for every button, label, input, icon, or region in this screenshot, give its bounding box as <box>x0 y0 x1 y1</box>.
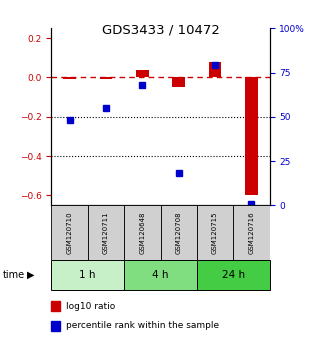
Text: 24 h: 24 h <box>222 270 245 280</box>
Text: percentile rank within the sample: percentile rank within the sample <box>66 321 219 330</box>
Bar <box>209 62 221 78</box>
Text: 1 h: 1 h <box>80 270 96 280</box>
Text: GDS3433 / 10472: GDS3433 / 10472 <box>101 23 220 36</box>
Bar <box>100 78 112 79</box>
Bar <box>63 78 76 79</box>
Bar <box>245 78 258 195</box>
FancyBboxPatch shape <box>197 205 233 260</box>
FancyBboxPatch shape <box>51 205 88 260</box>
FancyBboxPatch shape <box>197 260 270 290</box>
Text: ▶: ▶ <box>27 270 35 280</box>
FancyBboxPatch shape <box>51 260 124 290</box>
Bar <box>136 70 149 78</box>
Bar <box>51 321 60 331</box>
Bar <box>172 78 185 87</box>
Text: GSM120711: GSM120711 <box>103 211 109 254</box>
Text: log10 ratio: log10 ratio <box>66 302 115 311</box>
Text: 4 h: 4 h <box>152 270 169 280</box>
Bar <box>51 301 60 311</box>
FancyBboxPatch shape <box>88 205 124 260</box>
FancyBboxPatch shape <box>160 205 197 260</box>
Text: GSM120648: GSM120648 <box>139 211 145 254</box>
Text: GSM120708: GSM120708 <box>176 211 182 254</box>
Text: GSM120710: GSM120710 <box>66 211 73 254</box>
Text: GSM120716: GSM120716 <box>248 211 255 254</box>
FancyBboxPatch shape <box>124 260 197 290</box>
FancyBboxPatch shape <box>124 205 160 260</box>
Text: GSM120715: GSM120715 <box>212 211 218 254</box>
FancyBboxPatch shape <box>233 205 270 260</box>
Text: time: time <box>3 270 25 280</box>
